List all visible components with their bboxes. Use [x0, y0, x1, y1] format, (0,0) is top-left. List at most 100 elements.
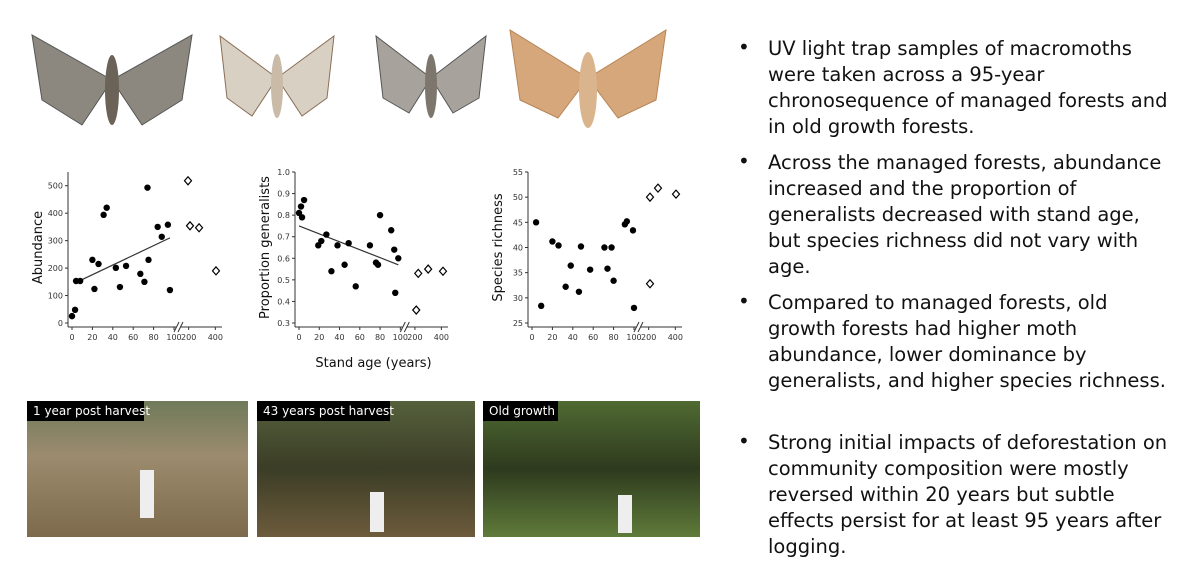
point [166, 286, 174, 294]
point [653, 183, 663, 194]
x-tick-label: 400 [208, 333, 223, 342]
y-tick-label: 100 [48, 292, 63, 301]
x-tick-label: 0 [529, 333, 534, 342]
point [318, 237, 325, 245]
point [395, 255, 402, 262]
trap [618, 495, 632, 533]
x-tick-label: 40 [568, 333, 578, 342]
x-tick-label: 60 [355, 333, 365, 342]
x-tick-label: 0 [69, 333, 74, 342]
bullet-text: UV light trap samples of macromoths were… [768, 37, 1168, 138]
x-tick-label: 60 [588, 333, 598, 342]
point [116, 283, 124, 291]
point [145, 256, 152, 264]
bullet-text: Compared to managed forests, old growth … [768, 291, 1166, 392]
point [89, 256, 96, 264]
bullet-dot: • [738, 35, 750, 59]
moth [375, 34, 487, 118]
point [608, 244, 615, 251]
point [100, 211, 107, 219]
point [586, 266, 594, 273]
point [388, 227, 395, 234]
point [95, 260, 102, 268]
moth [509, 29, 667, 128]
point [532, 219, 540, 226]
point [141, 278, 148, 286]
caption-box [483, 401, 558, 421]
bullet-dot: • [738, 289, 750, 313]
photo [483, 401, 700, 537]
point [610, 277, 617, 284]
point [629, 227, 637, 234]
y-axis-label: Species richness [491, 193, 506, 302]
y-tick-label: 25 [513, 319, 523, 328]
trend-line [74, 237, 171, 284]
y-tick-label: 0.6 [277, 254, 290, 263]
scatter-chart: 25 30 35 40 45 50 55 0 20 40 60 80 100 200 400 Species … [491, 168, 683, 342]
x-axis-label: Stand age (years) [315, 356, 431, 371]
point [112, 264, 120, 272]
y-tick-label: 45 [513, 218, 523, 227]
point [91, 285, 98, 293]
point [137, 270, 144, 278]
bullet: • Across the managed forests, abundance i… [738, 149, 1178, 280]
axis-break [399, 321, 410, 333]
point [374, 261, 382, 268]
x-tick-label: 40 [334, 333, 344, 342]
point [211, 265, 221, 276]
point [630, 304, 638, 312]
y-tick-label: 0.9 [277, 190, 290, 199]
x-tick-label: 200 [181, 333, 196, 342]
point [376, 211, 384, 219]
point [300, 196, 308, 204]
point [413, 268, 423, 279]
point [601, 244, 608, 251]
point [352, 283, 359, 290]
point [68, 312, 76, 320]
point [185, 220, 195, 231]
x-tick-label: 80 [149, 333, 159, 342]
point [392, 289, 399, 296]
point [555, 242, 562, 249]
photo-caption: 43 years post harvest [263, 404, 394, 418]
point [391, 246, 398, 253]
point [298, 214, 306, 221]
point [577, 243, 585, 250]
point [297, 203, 305, 210]
point [411, 305, 421, 315]
moth [31, 34, 193, 126]
point [423, 264, 433, 274]
point [645, 192, 655, 203]
point [562, 283, 569, 290]
bullet: • Compared to managed forests, old growth… [738, 289, 1178, 394]
point [623, 218, 631, 225]
x-tick-label: 20 [314, 333, 324, 342]
photo [27, 401, 248, 537]
y-tick-label: 400 [48, 209, 63, 218]
point [341, 261, 348, 268]
x-tick-label: 400 [434, 333, 449, 342]
point [71, 306, 79, 314]
y-tick-label: 30 [513, 294, 523, 303]
y-tick-label: 0 [58, 319, 63, 328]
point [183, 175, 193, 186]
point [103, 204, 110, 211]
y-tick-label: 500 [48, 182, 63, 191]
y-axis-label: Proportion generalists [258, 176, 273, 319]
y-tick-label: 200 [48, 264, 63, 273]
point [366, 242, 374, 249]
point [158, 233, 165, 240]
y-axis-label: Abundance [31, 211, 46, 284]
y-tick-label: 40 [513, 244, 523, 253]
point [345, 239, 352, 247]
x-tick-label: 0 [296, 333, 301, 342]
y-tick-label: 0.8 [277, 211, 290, 220]
point [575, 288, 583, 295]
point [164, 221, 172, 228]
y-tick-label: 55 [513, 168, 523, 177]
x-tick-label: 100 [626, 333, 641, 342]
point [334, 242, 341, 249]
axis-break [173, 321, 184, 333]
point [537, 302, 545, 310]
